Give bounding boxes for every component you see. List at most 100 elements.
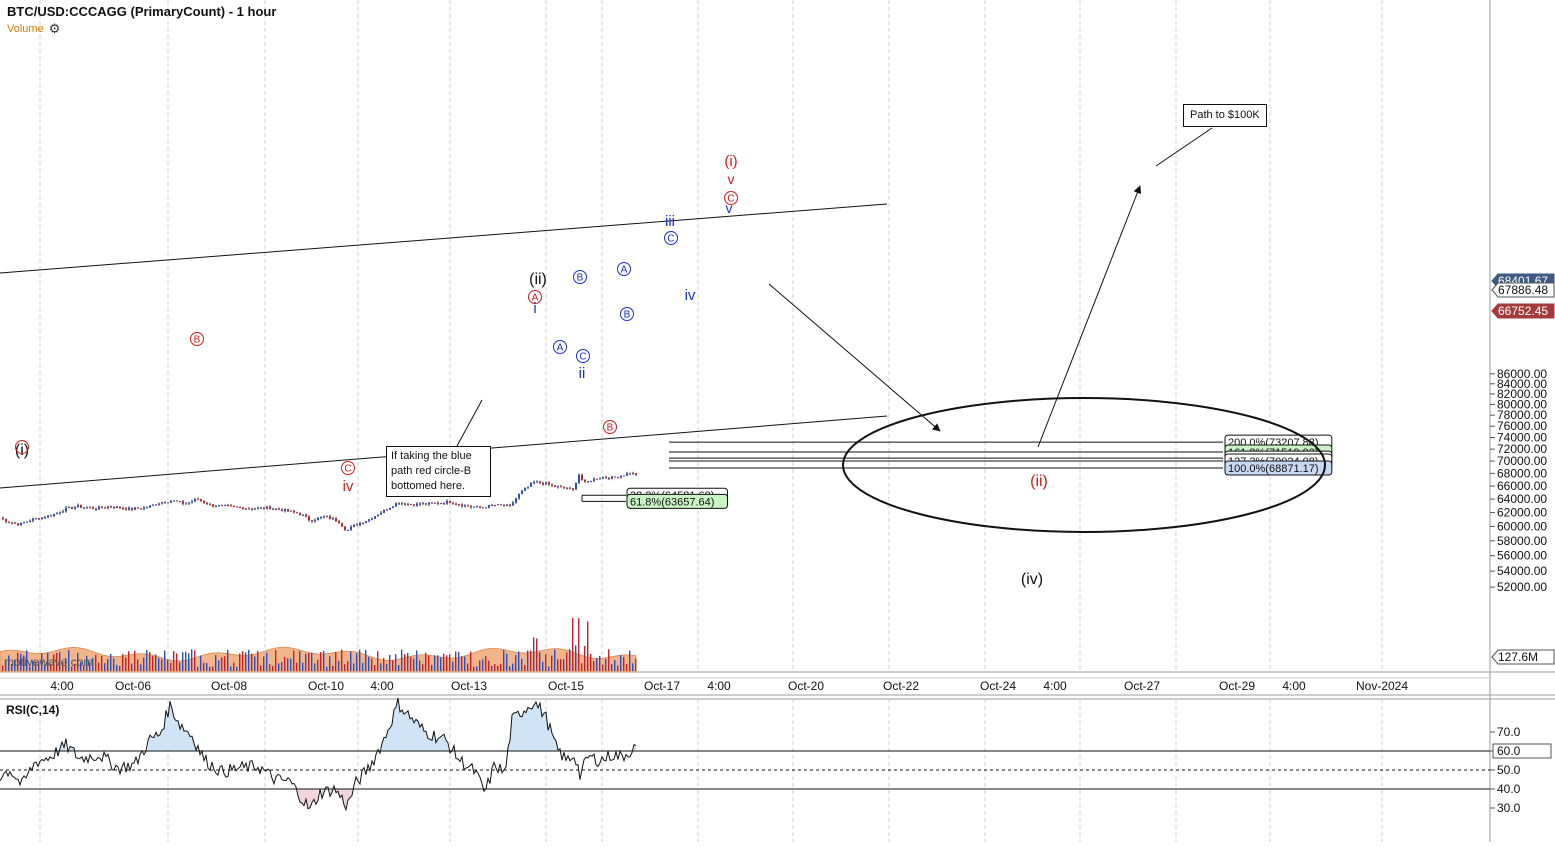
fib-level-tag[interactable] (626, 493, 728, 509)
volume-bar (473, 666, 475, 671)
candle-body (197, 499, 199, 501)
channel-upper (0, 203, 888, 274)
price-tick-label: 72000.00 (1497, 442, 1547, 456)
volume-bar (599, 655, 601, 671)
price-tag (1491, 649, 1555, 665)
gear-icon[interactable]: ⚙ (48, 21, 61, 36)
rsi-tick-label: 70.0 (1497, 725, 1521, 739)
candle-body (572, 488, 574, 490)
volume-bar (281, 662, 283, 671)
price-tick-label: 76000.00 (1497, 419, 1547, 433)
chart-title: BTC/USD:CCCAGG (PrimaryCount) - 1 hour (7, 4, 277, 19)
candle-body (269, 506, 271, 510)
candle-body (341, 523, 343, 527)
volume-bar (191, 649, 193, 671)
volume-bar (41, 653, 43, 671)
volume-bar (20, 653, 22, 671)
volume-bar (536, 638, 538, 671)
volume-bar (299, 651, 301, 671)
volume-bar (65, 658, 67, 671)
candle-body (227, 505, 229, 507)
candle-body (590, 481, 592, 483)
candle-body (470, 506, 472, 508)
candle-body (98, 506, 100, 510)
candle-body (440, 503, 442, 505)
candle-body (350, 526, 352, 530)
volume-bar (266, 652, 268, 671)
volume-bar (464, 656, 466, 671)
candle-body (125, 508, 127, 510)
candle-body (239, 507, 241, 509)
rsi-series[interactable] (0, 697, 637, 812)
volume-bar (224, 656, 226, 671)
candle-body (104, 507, 106, 509)
wave-label-circle (341, 461, 355, 475)
volume-bar (110, 653, 112, 671)
wave-label: A (621, 265, 628, 276)
volume-bar (572, 618, 574, 671)
candle-body (287, 509, 289, 512)
volume-bar (47, 652, 49, 671)
time-tick-label: Oct-08 (211, 679, 247, 693)
candle-body (167, 502, 169, 504)
rsi-fill (508, 702, 560, 751)
candle-body (407, 503, 409, 505)
candle-body (38, 518, 40, 520)
volume-bar (179, 662, 181, 671)
candle-body (455, 503, 457, 505)
volume-bar (335, 651, 337, 671)
candle-body (386, 509, 388, 511)
candle-body (419, 503, 421, 505)
volume-bar (404, 654, 406, 671)
candle-body (353, 524, 355, 527)
note-blue-path[interactable]: If taking the blue path red circle-B bot… (386, 446, 491, 497)
volume-bar (557, 659, 559, 671)
candle-body (14, 522, 16, 524)
candle-body (308, 516, 310, 521)
candle-body (236, 506, 238, 508)
candle-body (86, 507, 88, 509)
volume-bar (89, 661, 91, 671)
candle-body (536, 481, 538, 483)
candle-body (149, 505, 151, 508)
rsi-value-label: 60.0 (1497, 744, 1521, 758)
fib-level-tag[interactable] (1224, 460, 1333, 476)
volume-bar (248, 649, 250, 671)
volume-bar (518, 651, 520, 671)
volume-bar (584, 646, 586, 671)
price-series[interactable] (2, 471, 637, 532)
candle-body (554, 485, 556, 487)
volume-bar (71, 666, 73, 671)
note-path-100k[interactable]: Path to $100K (1183, 104, 1267, 127)
volume-bar (377, 651, 379, 671)
volume-bar (476, 666, 478, 671)
fib-level-label: 61.8%(63657.64) (630, 496, 714, 508)
volume-bar (338, 660, 340, 671)
candle-body (602, 477, 604, 479)
candle-body (170, 500, 172, 503)
candle-body (293, 510, 295, 513)
volume-bar (422, 663, 424, 671)
volume-bar (485, 656, 487, 671)
candle-body (35, 518, 37, 520)
volume-bar (320, 652, 322, 671)
price-tick-label: 56000.00 (1497, 549, 1547, 563)
wave-label-circle (664, 231, 678, 245)
volume-bar (488, 660, 490, 671)
target-ellipse (842, 397, 1326, 533)
candle-body (539, 481, 541, 484)
volume-bar (272, 665, 274, 671)
volume-bar (440, 657, 442, 671)
volume-bar (431, 664, 433, 671)
candle-body (320, 517, 322, 519)
time-tick-label: Oct-15 (548, 679, 584, 693)
volume-bar (287, 658, 289, 671)
candle-body (257, 507, 259, 509)
arrow-up-path (1037, 185, 1142, 448)
price-tick-label: 86000.00 (1497, 367, 1547, 381)
wave-label: iv (685, 287, 696, 304)
time-tick-label: Oct-06 (115, 679, 151, 693)
volume-label[interactable]: Volume (7, 23, 44, 35)
